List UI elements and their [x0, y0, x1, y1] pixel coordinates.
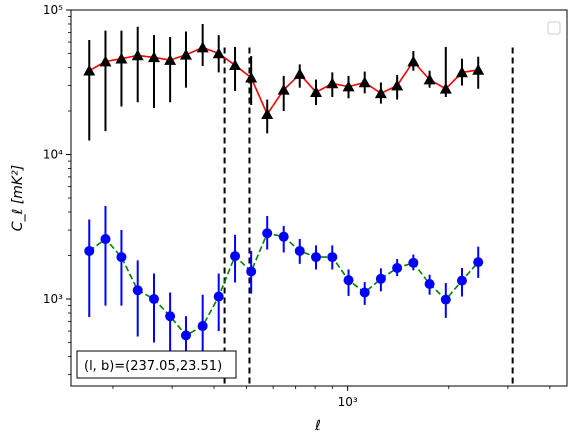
- series-0-point: [131, 49, 144, 61]
- series-0-point: [439, 82, 452, 94]
- y-tick-label: 10⁵: [43, 3, 63, 17]
- series-1-point: [165, 311, 176, 322]
- y-axis-label: C_ℓ [mK²]: [10, 165, 26, 231]
- series-1-point: [327, 252, 338, 263]
- series-0-point: [245, 71, 258, 83]
- series-1-point: [424, 279, 435, 290]
- series-0-point: [391, 79, 404, 91]
- series-1-point: [294, 245, 305, 256]
- annotation-label: (l, b)=(237.05,23.51): [84, 359, 222, 374]
- series-1-point: [148, 294, 159, 305]
- series-0-point: [293, 68, 306, 79]
- series-0-point: [423, 73, 436, 85]
- x-tick-label: 10³: [338, 395, 358, 409]
- series-0-point: [472, 63, 485, 75]
- series-1-point: [180, 330, 191, 341]
- series-0-point: [229, 59, 242, 70]
- series-1-point: [473, 257, 484, 268]
- series-0-point: [310, 86, 323, 97]
- series-1-point: [278, 231, 289, 242]
- series-1-point: [359, 287, 370, 298]
- x-axis-label: ℓ: [314, 418, 321, 434]
- y-tick-label: 10³: [43, 292, 63, 306]
- series-1-point: [84, 245, 95, 256]
- series-0-point: [212, 47, 225, 59]
- series-1-point: [116, 252, 127, 263]
- series-1-point: [132, 285, 143, 296]
- series-0-point: [374, 87, 387, 99]
- series-1-point: [311, 252, 322, 263]
- series-0-point: [277, 83, 290, 95]
- series-0-point: [99, 55, 112, 67]
- series-0-point: [261, 108, 274, 120]
- series-1-point: [213, 291, 224, 302]
- series-0-point: [455, 66, 468, 78]
- series-0-point: [407, 55, 420, 67]
- series-1-point: [408, 257, 419, 268]
- annotation-box: (l, b)=(237.05,23.51): [76, 350, 237, 379]
- series-0-point: [147, 51, 160, 63]
- legend-box: [547, 21, 561, 35]
- series-0-point: [196, 41, 209, 53]
- series-1-point: [392, 262, 403, 273]
- series-0-point: [179, 48, 192, 60]
- y-tick-label: 10⁴: [43, 148, 63, 162]
- plot-frame: [70, 9, 568, 387]
- series-1-point: [262, 228, 273, 239]
- series-0-point: [342, 80, 355, 92]
- series-1-point: [246, 266, 257, 277]
- series-1-point: [456, 275, 467, 286]
- series-0-point: [83, 64, 96, 76]
- series-1-point: [375, 273, 386, 284]
- series-1-point: [230, 251, 241, 262]
- series-0-point: [164, 54, 177, 65]
- series-0-point: [115, 52, 128, 64]
- series-1-point: [440, 294, 451, 305]
- series-1-point: [100, 234, 111, 245]
- series-0-point: [326, 77, 339, 89]
- series-1-point: [343, 275, 354, 286]
- series-1-point: [197, 321, 208, 332]
- series-0-point: [358, 76, 371, 88]
